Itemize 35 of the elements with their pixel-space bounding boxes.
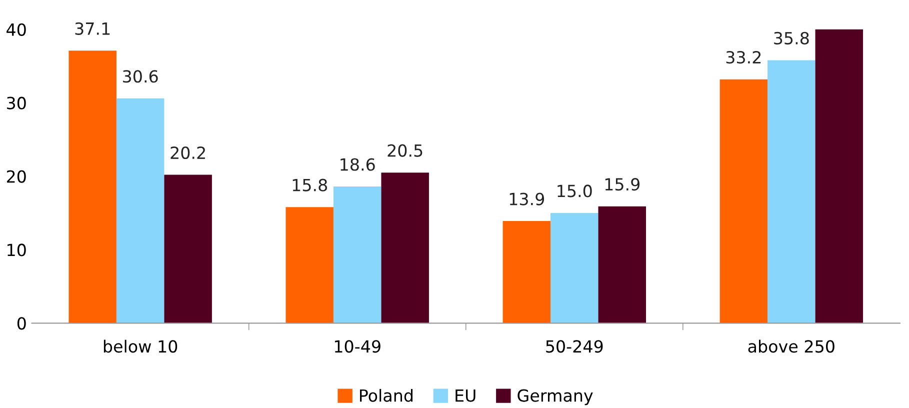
bar — [116, 98, 164, 324]
x-tick-label: below 10 — [104, 340, 178, 353]
bar — [286, 207, 334, 324]
bar — [68, 50, 116, 324]
data-label: 18.6 — [340, 158, 375, 171]
bar — [815, 29, 864, 324]
x-tick-label: 10-49 — [334, 340, 380, 353]
y-tick-label: 0 — [17, 317, 26, 330]
bar — [164, 174, 212, 324]
data-label: 33.2 — [726, 50, 761, 64]
data-label: 20.2 — [170, 146, 205, 160]
x-tick-label: above 250 — [748, 340, 834, 353]
y-tick-label: 30 — [7, 96, 26, 110]
data-label: 35.8 — [774, 32, 809, 44]
legend-label: Germany — [518, 389, 593, 406]
legend-label: EU — [456, 389, 476, 402]
data-label: 30.6 — [123, 70, 158, 83]
y-tick-label: 40 — [6, 23, 26, 36]
x-tick-label: 50-249 — [546, 340, 603, 353]
data-label: 15.0 — [558, 184, 592, 198]
bar — [550, 212, 598, 324]
bar — [502, 221, 550, 324]
data-label: 15.8 — [292, 178, 328, 192]
data-label: 37.1 — [75, 22, 110, 35]
bar — [720, 79, 768, 324]
legend-label: Poland — [360, 388, 412, 402]
bar — [333, 186, 382, 324]
y-tick-label: 10 — [8, 244, 26, 256]
data-label: 20.5 — [388, 144, 422, 157]
bar — [381, 172, 429, 324]
bar — [768, 60, 816, 324]
y-tick-label: 20 — [6, 170, 26, 183]
data-label: 13.9 — [510, 192, 544, 206]
data-label: 15.9 — [605, 178, 640, 191]
bar — [598, 206, 646, 324]
